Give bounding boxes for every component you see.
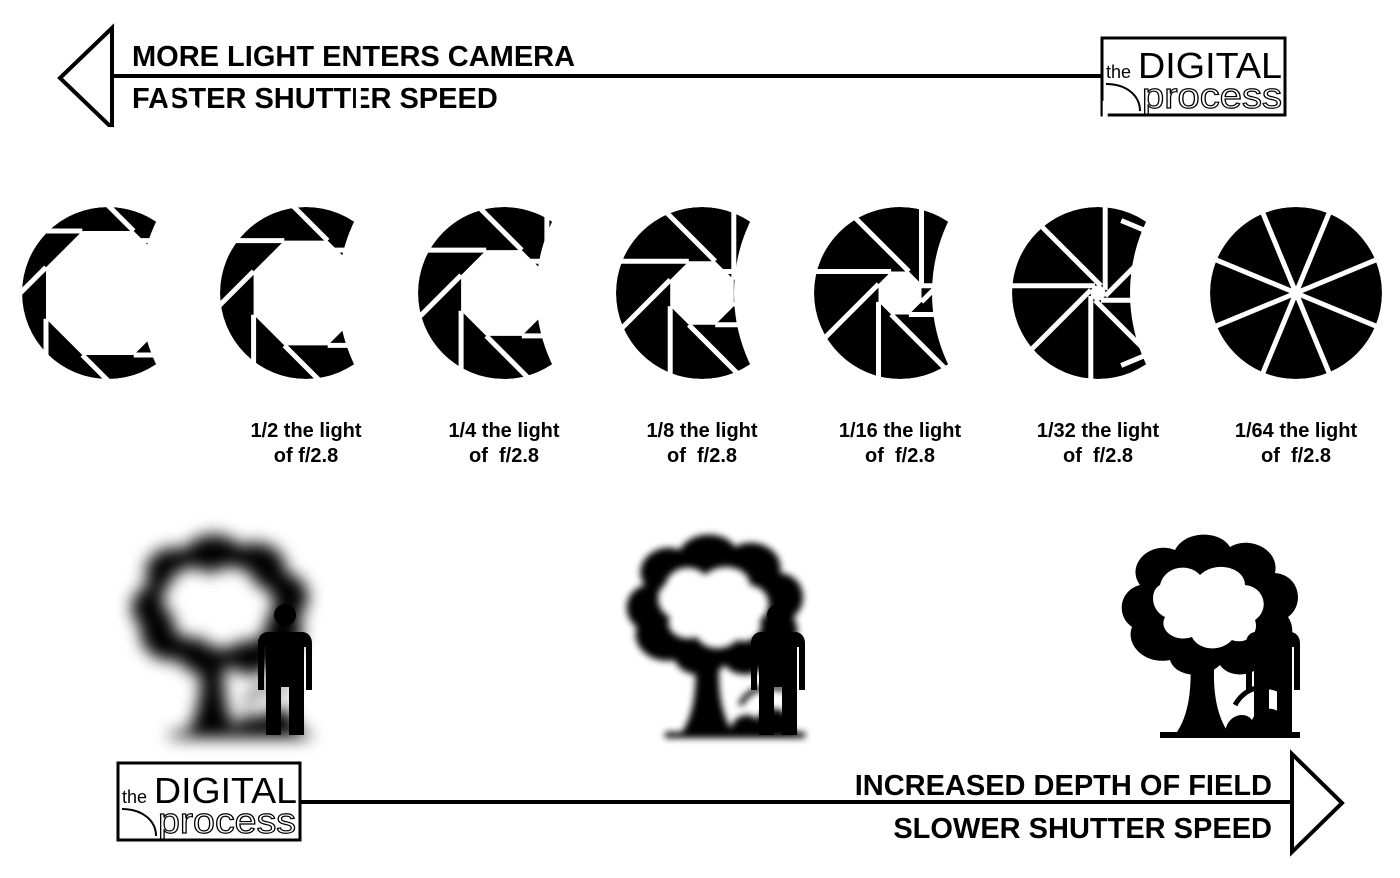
light-reference-caption: of f/2.8: [667, 445, 737, 467]
light-reference-caption: of f/2.8: [1261, 445, 1331, 467]
top-arrow: MORE LIGHT ENTERS CAMERA FASTER SHUTTER …: [57, 23, 1104, 133]
left-arrowhead-icon: [57, 23, 114, 133]
top-arrow-line2: FASTER SHUTTER SPEED: [132, 83, 498, 115]
scene-medium: [627, 535, 805, 738]
logo-digital: DIGITAL: [154, 770, 297, 811]
logo-arc-icon: [1105, 83, 1141, 112]
light-fraction-caption: 1/2 the light: [250, 420, 361, 442]
light-reference-caption: of f/2.8: [1063, 445, 1133, 467]
light-fraction-caption: 1/16 the light: [839, 420, 962, 442]
logo-the: the: [1106, 62, 1131, 82]
scene-deep: [1122, 535, 1300, 738]
top-arrow-line1: MORE LIGHT ENTERS CAMERA: [132, 41, 575, 73]
light-reference-caption: of f/2.8: [274, 445, 338, 467]
bottom-arrow-line1: INCREASED DEPTH OF FIELD: [855, 770, 1272, 802]
light-fraction-caption: 1/4 the light: [448, 420, 559, 442]
right-arrowhead-icon: [1290, 749, 1345, 857]
logo-the: the: [122, 787, 147, 807]
logo-process: process: [1142, 75, 1282, 116]
light-fraction-caption: 1/64 the light: [1235, 420, 1358, 442]
logo-bottom: the DIGITAL process: [116, 761, 302, 842]
light-fraction-caption: 1/32 the light: [1037, 420, 1160, 442]
logo-top: the DIGITAL process: [1100, 36, 1287, 117]
logo-digital: DIGITAL: [1138, 45, 1282, 86]
logo-arc-icon: [121, 808, 157, 837]
logo-process: process: [158, 800, 296, 841]
light-fraction-caption: 1/8 the light: [646, 420, 757, 442]
scene-shallow: [132, 535, 312, 738]
light-reference-caption: of f/2.8: [469, 445, 539, 467]
bottom-arrow-line2: SLOWER SHUTTER SPEED: [893, 813, 1272, 845]
bottom-arrow: INCREASED DEPTH OF FIELD SLOWER SHUTTER …: [300, 749, 1345, 857]
aperture-iris-icon: [1120, 117, 1400, 469]
light-reference-caption: of f/2.8: [865, 445, 935, 467]
